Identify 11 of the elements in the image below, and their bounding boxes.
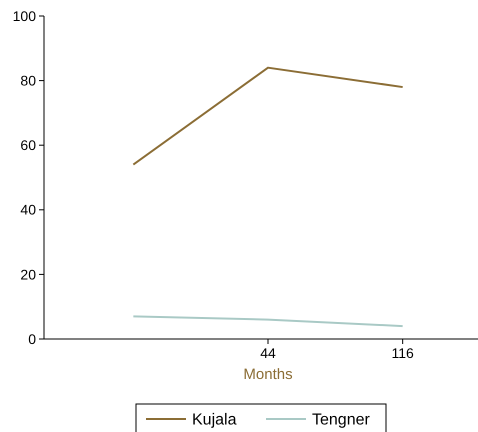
x-tick-label: 44 [260,345,276,361]
y-tick-label: 20 [20,266,36,282]
legend-label: Tengner [312,412,370,429]
y-tick-label: 0 [28,330,36,347]
y-tick-label: 100 [12,8,36,24]
y-tick-label: 40 [20,202,36,218]
y-tick-label: 60 [20,137,36,154]
legend-label: Kujala [192,412,237,429]
x-tick-label: 116 [392,345,414,361]
y-tick-label: 80 [20,72,36,88]
x-axis-title: Months [243,366,293,383]
